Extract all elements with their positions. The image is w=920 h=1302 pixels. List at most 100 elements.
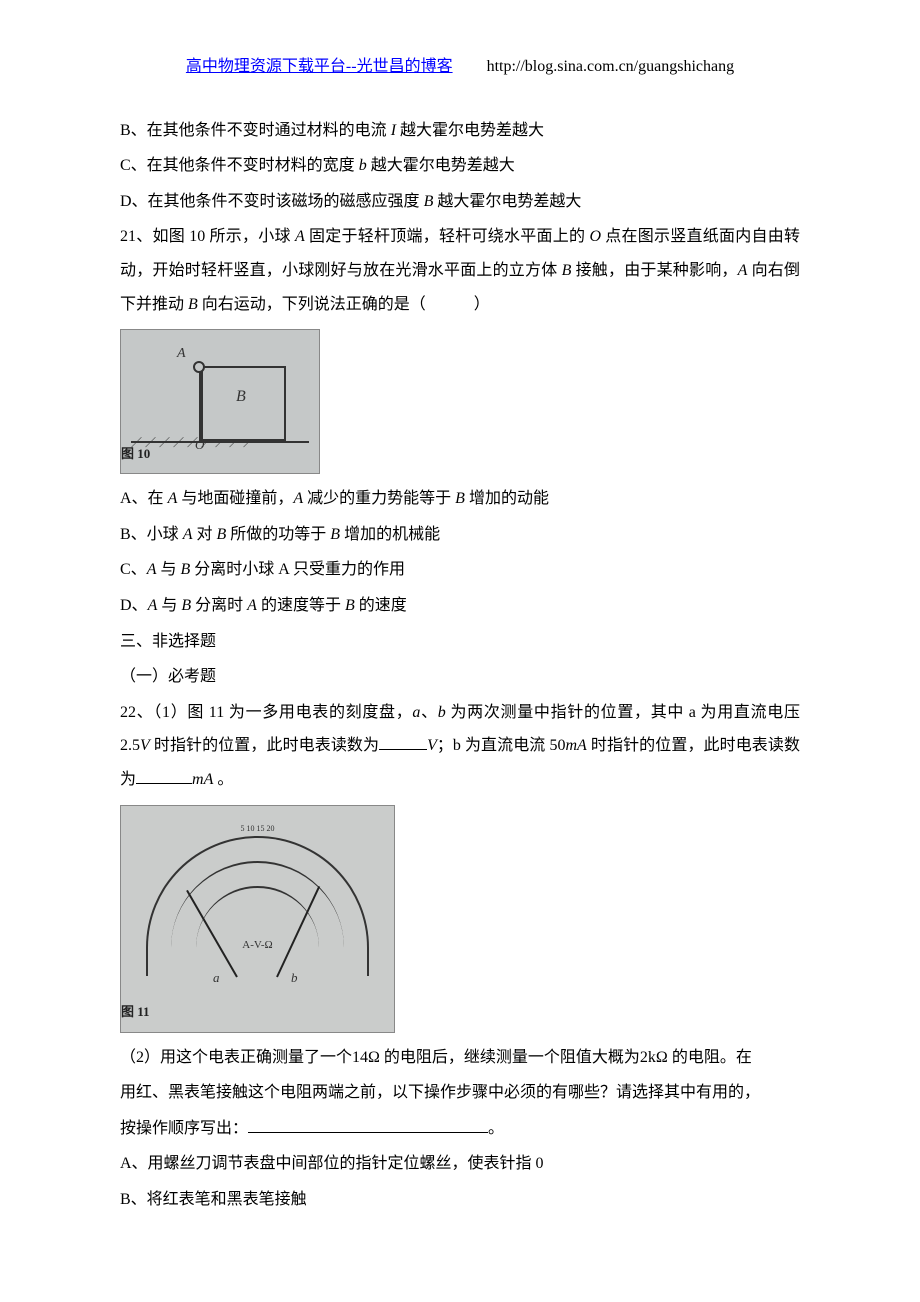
text: 为两次测量中指针的位置，其中 a 为用直流电	[446, 704, 784, 721]
var-A: A	[738, 262, 748, 279]
var-b: b	[359, 157, 367, 174]
text: 、	[420, 704, 437, 721]
text: 越大霍尔电势差越大	[396, 122, 544, 139]
q20-option-d: D、在其他条件不变时该磁场的磁感应强度 B 越大霍尔电势差越大	[120, 185, 800, 219]
q22-p2-option-a: A、用螺丝刀调节表盘中间部位的指针定位螺丝，使表针指 0	[120, 1147, 800, 1181]
meter-center-label: A-V-Ω	[121, 934, 394, 957]
var-A: A	[295, 228, 305, 245]
text: A、在	[120, 490, 168, 507]
var-B: B	[562, 262, 572, 279]
unit-V: V	[140, 737, 150, 754]
unit-V: V	[427, 737, 437, 754]
text: 。	[213, 771, 233, 788]
var-B: B	[424, 193, 434, 210]
text: 分离时	[191, 597, 247, 614]
var: B	[180, 561, 190, 578]
q22-part2: （2）用这个电表正确测量了一个14Ω 的电阻后，继续测量一个阻值大概为2kΩ 的…	[120, 1041, 800, 1075]
text: 。	[488, 1120, 504, 1137]
text: 分离时小球 A 只受重力的作用	[190, 561, 405, 578]
rod	[199, 365, 201, 441]
var: A	[168, 490, 178, 507]
q20-option-b: B、在其他条件不变时通过材料的电流 I 越大霍尔电势差越大	[120, 114, 800, 148]
text: （2）用这个电表正确测量了一个	[120, 1049, 352, 1066]
q22-p2-option-b: B、将红表笔和黑表笔接触	[120, 1183, 800, 1217]
text: 与	[156, 561, 180, 578]
label-a: a	[213, 964, 220, 991]
text: 点在图示竖直纸面内自	[601, 228, 768, 245]
q21-stem: 21、如图 10 所示，小球 A 固定于轻杆顶端，轻杆可绕水平面上的 O 点在图…	[120, 220, 800, 321]
q21-option-c: C、A 与 B 分离时小球 A 只受重力的作用	[120, 553, 800, 587]
q21-option-a: A、在 A 与地面碰撞前，A 减少的重力势能等于 B 增加的动能	[120, 482, 800, 516]
text: C、在其他条件不变时材料的宽度	[120, 157, 359, 174]
var: A	[247, 597, 257, 614]
q21-option-b: B、小球 A 对 B 所做的功等于 B 增加的机械能	[120, 518, 800, 552]
label-O: O	[195, 431, 204, 458]
q22-part1: 22、（1）图 11 为一多用电表的刻度盘，a、b 为两次测量中指针的位置，其中…	[120, 696, 800, 797]
blank-2	[136, 768, 192, 784]
figure-10: ／／／／／／／／／ A B O 图 10	[120, 329, 800, 474]
var: B	[216, 526, 226, 543]
q22-part2-line3: 按操作顺序写出： 。	[120, 1112, 800, 1146]
var: A	[147, 561, 157, 578]
text: ；b 为直流电流 50	[437, 737, 566, 754]
blank-1	[379, 734, 427, 750]
text: 与地面碰撞前，	[177, 490, 293, 507]
text: 增加的动能	[465, 490, 549, 507]
var: A	[293, 490, 303, 507]
unit-mA: mA	[192, 771, 213, 788]
text: B、小球	[120, 526, 183, 543]
text: 增加的机械能	[340, 526, 440, 543]
section-3-heading: 三、非选择题	[120, 625, 800, 659]
header-link-url[interactable]: http://blog.sina.com.cn/guangshichang	[487, 58, 735, 75]
document-content: B、在其他条件不变时通过材料的电流 I 越大霍尔电势差越大 C、在其他条件不变时…	[120, 114, 800, 1217]
var: A	[148, 597, 158, 614]
header-link-blog[interactable]: 高中物理资源下载平台--光世昌的博客	[186, 58, 453, 75]
text: D、在其他条件不变时该磁场的磁感应强度	[120, 193, 424, 210]
figure-11-caption: 图 11	[121, 998, 150, 1025]
unit-mA: mA	[566, 737, 587, 754]
label-b: b	[291, 964, 298, 991]
text: 向右运动，下列说法正确的是（ ）	[198, 296, 490, 313]
var: B	[455, 490, 465, 507]
blank-3	[248, 1117, 488, 1133]
section-3-1-heading: （一）必考题	[120, 660, 800, 694]
figure-11: 5 10 15 20 A-V-Ω a b 图 11	[120, 805, 800, 1033]
text: 的电阻。在	[668, 1049, 752, 1066]
text: 与	[157, 597, 181, 614]
text: 的电阻后，继续测量一个阻值大概为	[380, 1049, 640, 1066]
figure-10-image: ／／／／／／／／／ A B O 图 10	[120, 329, 320, 474]
var: B	[181, 597, 191, 614]
text: 减少的重力势能等于	[303, 490, 455, 507]
var: A	[183, 526, 193, 543]
text: 的速度	[355, 597, 407, 614]
label-B: B	[236, 380, 246, 414]
var-B: B	[188, 296, 198, 313]
val-2kohm: 2kΩ	[640, 1049, 668, 1066]
meter-scale-numbers: 5 10 15 20	[121, 821, 394, 838]
figure-10-caption: 图 10	[121, 440, 150, 467]
var-O: O	[589, 228, 601, 245]
text: 21、如图 10 所示，小球	[120, 228, 295, 245]
text: 所做的功等于	[226, 526, 330, 543]
var: B	[345, 597, 355, 614]
text: 越大霍尔电势差越大	[433, 193, 581, 210]
figure-11-image: 5 10 15 20 A-V-Ω a b 图 11	[120, 805, 395, 1033]
q21-option-d: D、A 与 B 分离时 A 的速度等于 B 的速度	[120, 589, 800, 623]
text: 越大霍尔电势差越大	[367, 157, 515, 174]
q22-part2-line2: 用红、黑表笔接触这个电阻两端之前，以下操作步骤中必须的有哪些？请选择其中有用的，	[120, 1076, 800, 1110]
q20-option-c: C、在其他条件不变时材料的宽度 b 越大霍尔电势差越大	[120, 149, 800, 183]
val-14ohm: 14Ω	[352, 1049, 380, 1066]
label-A: A	[177, 339, 186, 368]
text: 时指针的位置，此时电表读数为	[150, 737, 379, 754]
text: B、在其他条件不变时通过材料的电流	[120, 122, 391, 139]
var: B	[330, 526, 340, 543]
text: 的速度等于	[257, 597, 345, 614]
var-b: b	[438, 704, 446, 721]
text: 对	[192, 526, 216, 543]
text: 固定于轻杆顶端，轻杆可绕水平面上的	[305, 228, 590, 245]
text: 接触，由于某种影响，	[571, 262, 737, 279]
text: 22、（1）图 11 为一多用电表的刻度盘，	[120, 704, 412, 721]
text: 按操作顺序写出：	[120, 1120, 248, 1137]
page-header: 高中物理资源下载平台--光世昌的博客 http://blog.sina.com.…	[120, 50, 800, 84]
text: C、	[120, 561, 147, 578]
